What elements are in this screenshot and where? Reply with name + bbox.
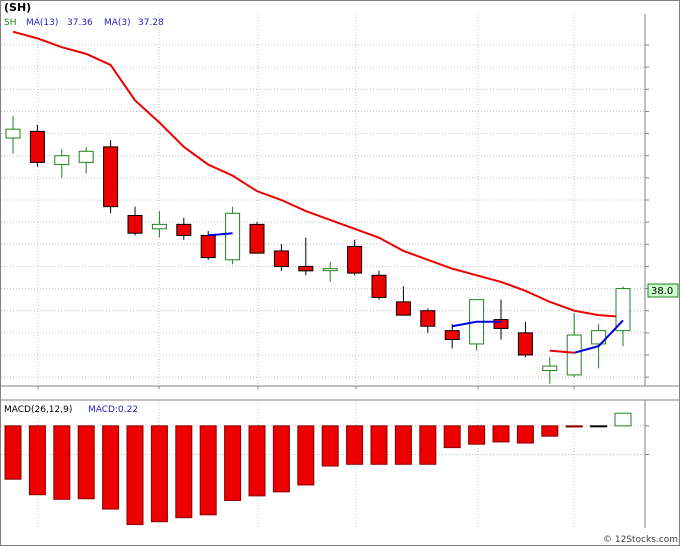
candle-up <box>151 223 167 230</box>
macd-bar <box>102 425 120 510</box>
current-price-label: 38.0 <box>651 286 673 297</box>
current-price-tag <box>647 283 679 298</box>
candle-down <box>127 215 143 234</box>
macd-bar <box>321 425 339 467</box>
candle-down <box>493 319 509 329</box>
macd-value: MACD:0.22 <box>88 405 138 415</box>
candle-up <box>54 155 70 166</box>
ma3-segment <box>208 232 233 237</box>
candle-up <box>5 128 21 139</box>
candle-down <box>273 250 289 267</box>
macd-bar <box>224 425 242 501</box>
macd-bar <box>77 425 95 500</box>
macd-bar <box>126 425 144 526</box>
candle-up <box>566 334 582 376</box>
macd-bar <box>590 425 608 428</box>
macd-bar <box>346 425 364 465</box>
candle-up <box>542 365 558 372</box>
candle-up <box>78 150 94 163</box>
macd-bar <box>272 425 290 493</box>
macd-bar <box>175 425 193 519</box>
macd-bar <box>443 425 461 449</box>
macd-bar <box>419 425 437 465</box>
candle-up <box>615 288 631 332</box>
macd-bar <box>28 425 46 496</box>
macd-bar <box>370 425 388 465</box>
macd-bar <box>199 425 217 516</box>
candle-down <box>444 330 460 340</box>
ma3-segment <box>452 320 477 328</box>
macd-bar <box>150 425 168 523</box>
macd-bar <box>53 425 71 500</box>
macd-bar <box>516 425 534 444</box>
ma3-segment <box>573 345 599 354</box>
legend-ma13-label: MA(13) <box>26 18 58 28</box>
ma13-line <box>12 30 624 318</box>
candle-up <box>591 330 607 345</box>
macd-bar <box>565 425 583 428</box>
macd-label: MACD(26,12,9) <box>4 405 72 415</box>
macd-bar <box>248 425 266 497</box>
legend-ma3-value: 37.28 <box>138 18 164 28</box>
candle-up <box>322 268 338 272</box>
macd-bar <box>297 425 315 486</box>
candle-down <box>103 146 119 208</box>
legend-ma3-label: MA(3) <box>104 18 131 28</box>
candle-up <box>225 212 241 261</box>
ma3-segment <box>597 319 624 347</box>
candle-down <box>249 223 265 254</box>
candle-down <box>298 265 314 272</box>
candle-down <box>29 130 45 163</box>
legend-symbol: SH <box>4 18 16 28</box>
macd-bar <box>4 425 22 480</box>
candle-down <box>347 246 363 274</box>
macd-bar <box>468 425 486 445</box>
candle-down <box>420 310 436 327</box>
candle-down <box>371 274 387 298</box>
macd-bar <box>614 412 632 427</box>
candle-down <box>517 332 533 356</box>
candle-down <box>176 223 192 236</box>
macd-bar <box>394 425 412 465</box>
candle-down <box>395 301 411 316</box>
watermark: © 12Stocks.com <box>603 535 678 545</box>
macd-bar <box>541 425 559 437</box>
ma3-segment <box>549 349 575 354</box>
legend-ma13-value: 37.36 <box>67 18 93 28</box>
chart-title: (SH) <box>4 1 31 14</box>
macd-bar <box>492 425 510 443</box>
